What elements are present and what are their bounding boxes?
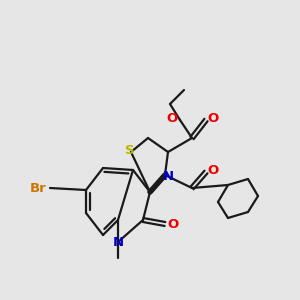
Text: Br: Br bbox=[30, 182, 46, 194]
Text: N: N bbox=[162, 169, 174, 182]
Text: S: S bbox=[125, 145, 135, 158]
Text: O: O bbox=[207, 112, 219, 125]
Text: O: O bbox=[167, 218, 178, 230]
Text: O: O bbox=[167, 112, 178, 125]
Text: N: N bbox=[112, 236, 124, 250]
Text: O: O bbox=[207, 164, 219, 178]
